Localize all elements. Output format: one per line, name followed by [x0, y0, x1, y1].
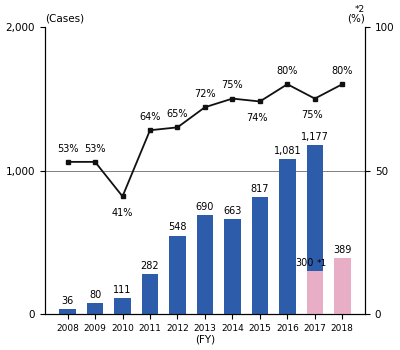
Text: 1,081: 1,081: [274, 146, 301, 156]
Bar: [306, 145, 323, 314]
Bar: [224, 219, 241, 314]
Text: 548: 548: [168, 222, 187, 232]
Text: 36: 36: [62, 296, 74, 306]
Text: 74%: 74%: [246, 113, 268, 122]
Bar: [252, 197, 268, 314]
Bar: [279, 159, 296, 314]
Text: (Cases): (Cases): [45, 14, 84, 24]
Text: 72%: 72%: [194, 89, 216, 99]
Text: 817: 817: [251, 184, 269, 194]
Text: (%): (%): [347, 14, 365, 24]
Bar: [87, 303, 103, 314]
Bar: [334, 258, 350, 314]
Text: 389: 389: [333, 245, 352, 255]
Text: 111: 111: [113, 285, 132, 295]
Text: 41%: 41%: [112, 208, 133, 217]
Bar: [306, 271, 323, 314]
Text: 53%: 53%: [84, 144, 106, 154]
Text: 300: 300: [295, 258, 314, 268]
Text: 1,177: 1,177: [301, 132, 329, 142]
Bar: [59, 309, 76, 314]
Text: 80%: 80%: [277, 66, 298, 76]
Text: 75%: 75%: [301, 110, 323, 120]
Text: 53%: 53%: [57, 144, 78, 154]
Text: 75%: 75%: [222, 80, 243, 90]
Bar: [169, 236, 186, 314]
Text: 80%: 80%: [332, 66, 353, 76]
Text: 690: 690: [196, 202, 214, 212]
Text: 663: 663: [223, 206, 242, 216]
Bar: [114, 298, 131, 314]
Text: 65%: 65%: [167, 109, 188, 119]
Text: *2: *2: [355, 5, 365, 14]
Text: 64%: 64%: [139, 112, 161, 122]
Text: 80: 80: [89, 290, 101, 300]
Bar: [197, 215, 213, 314]
Text: *1: *1: [317, 259, 327, 268]
Text: 282: 282: [141, 261, 159, 271]
Bar: [142, 274, 158, 314]
X-axis label: (FY): (FY): [195, 335, 215, 344]
